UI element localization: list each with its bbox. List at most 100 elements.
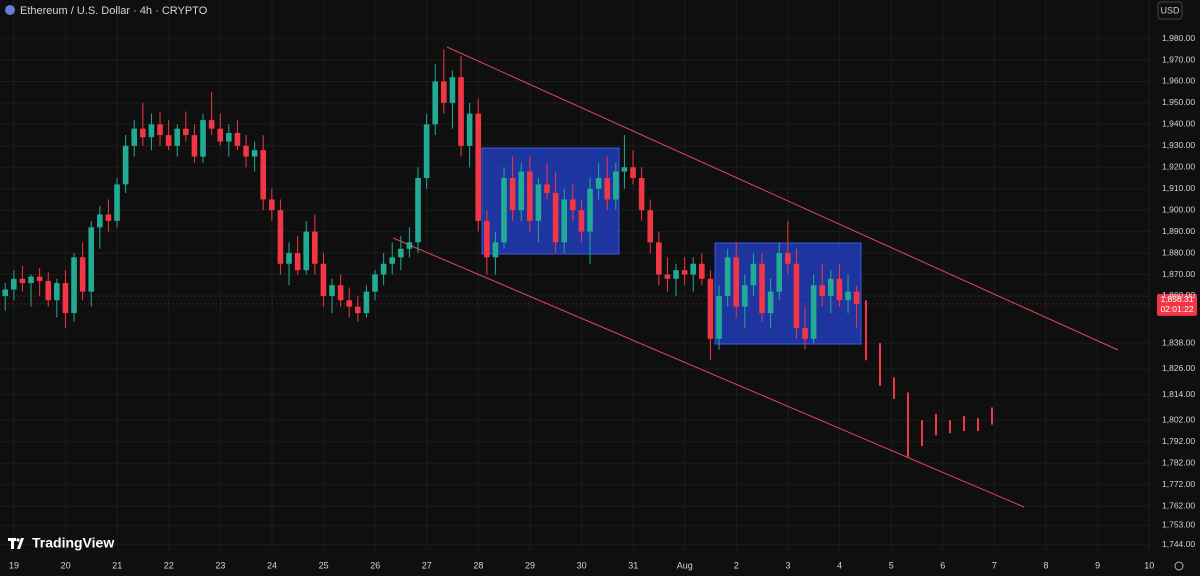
candle-body — [630, 167, 636, 178]
candle-body — [243, 145, 249, 157]
candle-body — [36, 276, 43, 281]
currency-label[interactable]: USD — [1160, 5, 1180, 15]
logo-shape — [17, 538, 24, 549]
candle-body — [767, 291, 774, 314]
symbol-title[interactable]: Ethereum / U.S. Dollar · 4h · CRYPTO — [20, 5, 208, 17]
candles — [0, 49, 1150, 457]
x-tick-label: 26 — [370, 560, 380, 570]
x-tick-label: 7 — [992, 560, 997, 570]
x-tick-label: 24 — [267, 560, 277, 570]
y-tick-label: 1,940.00 — [1162, 119, 1195, 129]
candle-body — [79, 257, 86, 292]
candle-body — [561, 199, 568, 243]
candle-body — [183, 128, 189, 136]
candle-body — [62, 283, 69, 314]
candle-body — [312, 231, 318, 264]
y-tick-label: 1,890.00 — [1162, 226, 1195, 236]
candle-body — [759, 263, 765, 314]
candle-body — [294, 253, 301, 271]
candle-body — [320, 263, 327, 296]
x-tick-label: 28 — [473, 560, 483, 570]
candle-body — [406, 242, 413, 249]
candle-body — [544, 184, 550, 194]
y-tick-label: 1,930.00 — [1162, 140, 1195, 150]
candle-body — [303, 231, 310, 271]
y-tick-label: 1,870.00 — [1162, 269, 1195, 279]
candle-body — [776, 253, 783, 292]
grid — [0, 0, 1150, 550]
candle-body — [527, 171, 533, 221]
x-tick-label: Aug — [677, 560, 693, 570]
y-tick-label: 1,920.00 — [1162, 162, 1195, 172]
candle-body — [458, 77, 464, 146]
candle-body — [54, 283, 60, 301]
candle-body — [363, 291, 370, 314]
y-tick-label: 1,838.00 — [1162, 337, 1195, 347]
candle-body — [19, 278, 26, 284]
candle-body — [191, 135, 198, 157]
x-tick-label: 25 — [319, 560, 329, 570]
candle-body — [673, 270, 679, 279]
channel-lower[interactable] — [392, 237, 1025, 508]
candle-body — [810, 285, 817, 339]
candle-body — [105, 214, 112, 221]
y-tick-label: 1,802.00 — [1162, 415, 1195, 425]
y-tick-label: 1,910.00 — [1162, 183, 1195, 193]
candle-body — [208, 120, 215, 129]
candle-body — [260, 150, 267, 200]
y-tick-label: 1,762.00 — [1162, 500, 1195, 510]
candle-body — [286, 253, 292, 264]
x-tick-label: 6 — [940, 560, 945, 570]
candle-body — [226, 132, 232, 142]
candle-body — [518, 171, 525, 211]
candle-body — [337, 285, 344, 301]
channel-upper[interactable] — [446, 46, 1119, 351]
logo-shape — [16, 538, 20, 542]
candle-body — [501, 177, 507, 243]
y-tick-label: 1,950.00 — [1162, 97, 1195, 107]
candle-body — [380, 263, 387, 275]
candle-body — [157, 124, 163, 136]
candle-body — [621, 167, 628, 172]
settings-icon[interactable] — [1174, 561, 1184, 571]
y-tick-label: 1,826.00 — [1162, 363, 1195, 373]
candle-body — [441, 81, 447, 103]
currency-button[interactable] — [1157, 1, 1183, 20]
candle-body — [802, 328, 808, 339]
candle-body — [690, 263, 697, 275]
y-tick-label: 1,782.00 — [1162, 457, 1195, 467]
brand-logo[interactable] — [8, 538, 24, 549]
candle-body — [570, 199, 576, 211]
x-tick-label: 21 — [112, 560, 122, 570]
y-tick-label: 1,753.00 — [1162, 520, 1195, 530]
candle-body — [71, 257, 77, 314]
candle-body — [595, 177, 602, 189]
candle-body — [432, 81, 439, 125]
candle-body — [484, 220, 490, 258]
candle-body — [28, 276, 34, 284]
y-tick-label: 1,960.00 — [1162, 76, 1195, 86]
candle-body — [114, 184, 120, 221]
candle-body — [742, 285, 748, 307]
x-tick-label: 29 — [525, 560, 535, 570]
candle-body — [45, 280, 52, 301]
range-box[interactable] — [481, 147, 620, 255]
candle-body — [165, 135, 172, 146]
countdown-label: 02:01:22 — [1160, 304, 1193, 314]
candle-body — [587, 188, 593, 232]
candle-body — [750, 263, 757, 286]
last-price-label: 1,856.31 — [1160, 294, 1193, 304]
candle-body — [11, 278, 17, 290]
candle-body — [785, 253, 791, 264]
brand-name: TradingView — [32, 535, 114, 551]
candle-body — [140, 128, 146, 138]
candle-body — [535, 184, 542, 221]
candle-body — [681, 270, 688, 275]
price-axis-panel — [1150, 0, 1200, 576]
y-tick-label: 1,772.00 — [1162, 479, 1195, 489]
candle-body — [828, 278, 834, 296]
candle-body — [2, 289, 9, 296]
candle-body — [251, 150, 258, 157]
